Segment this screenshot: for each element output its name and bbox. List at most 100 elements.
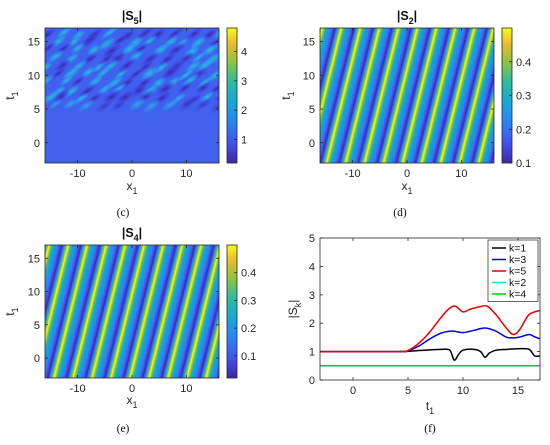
heatmap-s2 [320, 28, 494, 163]
x-tick-label: 10 [457, 385, 469, 397]
colorbar-tick-label: 0.2 [241, 323, 256, 335]
lump-dip [194, 81, 212, 95]
series-line-k5 [320, 304, 540, 353]
stripe-pattern [320, 28, 494, 163]
panel-caption: (c) [117, 207, 130, 219]
colorbar-tick-label: 0.3 [516, 91, 531, 103]
panel-d: -10 0 10 0 5 10 15 0.1 0.2 0.3 0.4 |S2| x1 t1 (d) [279, 9, 531, 219]
lump-peak [139, 65, 160, 82]
y-tick-label: 15 [303, 37, 315, 49]
lump-peak [45, 60, 54, 74]
transition-fade [45, 98, 219, 124]
lump-dip [176, 81, 194, 95]
colorbar-gradient [227, 245, 237, 378]
colorbar-tick-label: 1 [241, 135, 247, 147]
x-tick-label: 0 [404, 168, 410, 180]
lump-dip [164, 28, 186, 42]
legend-label: k=5 [509, 266, 526, 278]
y-tick-label: 3 [309, 290, 315, 302]
colorbar-gradient [227, 28, 237, 163]
lump-peak [85, 43, 102, 57]
x-axis-label: t1 [426, 399, 434, 416]
colorbar-tick-label: 0.4 [241, 268, 256, 280]
y-axis-label: t1 [279, 91, 296, 99]
y-tick-label: 4 [309, 261, 315, 273]
y-tick-label: 1 [309, 347, 315, 359]
title: |S4| [122, 226, 142, 243]
legend-label: k=2 [509, 277, 526, 289]
x-tick-label: 10 [180, 168, 192, 180]
y-tick-label: 10 [28, 287, 40, 299]
colorbar-tick-label: 0.1 [516, 158, 531, 170]
x-tick-label: 0 [129, 168, 135, 180]
colorbar-tick-label: 3 [241, 76, 247, 88]
lump-peak [70, 41, 86, 55]
panel-caption: (f) [424, 423, 436, 435]
lump-dip [52, 57, 73, 73]
lump-peak [46, 48, 66, 64]
y-tick-label: 0 [34, 353, 40, 365]
y-tick-label: 0 [309, 375, 315, 387]
y-tick-label: 15 [28, 253, 40, 265]
colorbar-gradient [502, 28, 512, 163]
lump-dip [155, 80, 176, 97]
y-tick-label: 5 [309, 233, 315, 245]
colorbar-tick-label: 4 [241, 46, 247, 58]
colorbar-frame [226, 27, 238, 164]
colorbar-tick-label: 0.2 [516, 124, 531, 136]
x-tick-label: 0 [350, 385, 356, 397]
x-tick-label: -10 [345, 168, 361, 180]
lump-dip [69, 74, 87, 88]
axes-frame [319, 237, 541, 381]
legend-label: k=3 [509, 254, 526, 266]
y-tick-label: 15 [28, 37, 40, 49]
stripe-pattern [45, 245, 219, 378]
flat-region [45, 123, 219, 163]
colorbar-frame [226, 244, 238, 379]
y-tick-label: 10 [303, 70, 315, 82]
y-tick-label: 2 [309, 318, 315, 330]
y-axis-label: t1 [3, 91, 20, 99]
panel-caption: (d) [393, 207, 407, 219]
x-axis-label: x1 [401, 179, 412, 196]
lump-peak [96, 35, 117, 52]
x-tick-label: 10 [180, 383, 192, 395]
x-tick-label: 5 [405, 385, 411, 397]
lump-peak [189, 51, 208, 65]
y-tick-label: 10 [28, 70, 40, 82]
x-axis-label: x1 [126, 179, 137, 196]
y-axis-label: |Sk| [286, 300, 303, 319]
y-tick-label: 5 [34, 320, 40, 332]
colorbar-tick-label: 0.4 [516, 57, 531, 69]
legend: k=1k=3k=5k=2k=4 [487, 239, 539, 302]
x-tick-label: 15 [512, 385, 524, 397]
lump-dip [116, 57, 138, 74]
y-tick-label: 0 [34, 138, 40, 150]
y-axis-label: t1 [3, 307, 20, 315]
series-line-k3 [320, 327, 540, 353]
x-tick-label: 10 [455, 168, 467, 180]
heatmap-s4 [45, 245, 219, 378]
y-tick-label: 5 [34, 104, 40, 116]
colorbar-tick-label: 0.3 [241, 295, 256, 307]
series-line-k1 [320, 347, 540, 361]
title: |S2| [397, 9, 417, 26]
lump-peak [54, 28, 74, 40]
lump-dip [139, 50, 162, 67]
heatmap-s5 [45, 28, 219, 163]
panel-e: -10 0 10 0 5 10 15 0.1 0.2 0.3 0.4 |S4| x1 t1 (e) [3, 226, 256, 435]
x-tick-label: 0 [129, 383, 135, 395]
y-tick-label: 0 [309, 138, 315, 150]
title: |S5| [122, 9, 142, 26]
x-tick-label: -10 [70, 168, 86, 180]
lump-peak [194, 56, 217, 73]
x-axis-label: x1 [126, 393, 137, 410]
lump-peak [58, 74, 75, 87]
series-lines [320, 304, 540, 367]
panel-c: -10 0 10 0 5 10 15 1 2 3 4 |S5| x1 t1 (c) [3, 9, 247, 219]
panel-f: 0 5 10 15 0 1 2 3 4 5 k=1k=3k=5k=2k=4 t1 |Sk| (f) [286, 233, 541, 435]
legend-label: k=1 [509, 243, 526, 255]
lump-dip [45, 28, 57, 41]
colorbar-tick-label: 0.1 [241, 351, 256, 363]
